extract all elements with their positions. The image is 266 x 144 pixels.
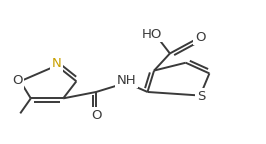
Text: O: O	[195, 31, 205, 44]
Text: NH: NH	[117, 74, 136, 87]
Text: O: O	[12, 74, 22, 87]
Text: O: O	[91, 109, 101, 122]
Text: N: N	[52, 57, 61, 70]
Text: S: S	[197, 90, 205, 103]
Text: HO: HO	[141, 28, 162, 41]
